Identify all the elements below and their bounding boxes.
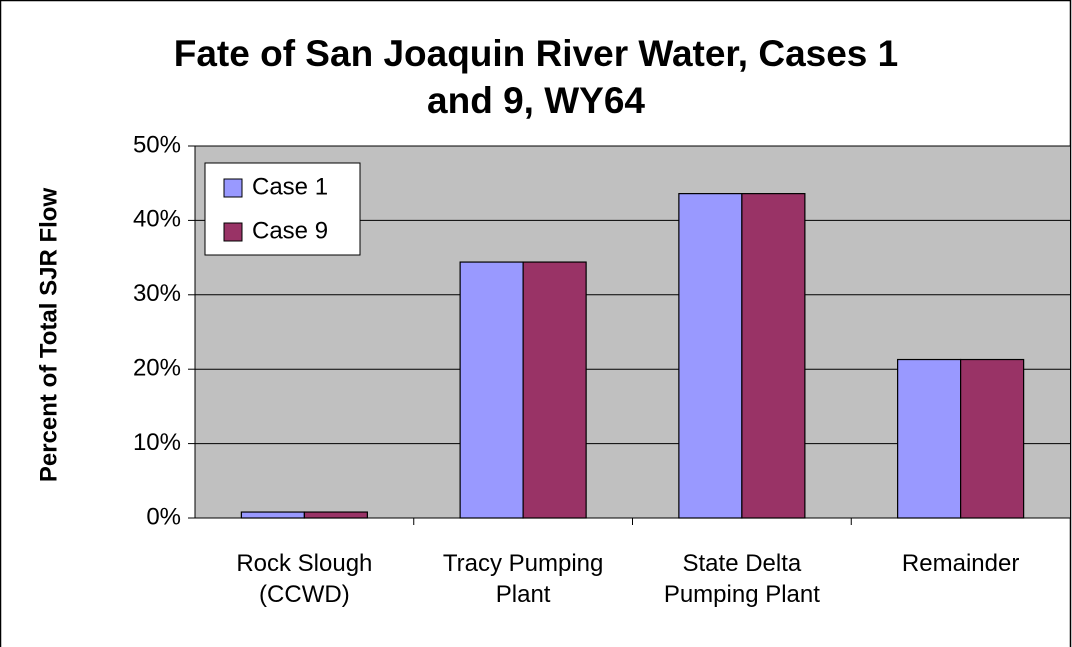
bar xyxy=(897,358,962,519)
bar xyxy=(522,261,587,519)
legend-swatch xyxy=(223,222,243,242)
y-tick-label: 20% xyxy=(133,355,181,382)
bar xyxy=(960,358,1025,519)
legend-label: Case 9 xyxy=(252,217,328,244)
y-tick-label: 50% xyxy=(133,131,181,158)
bar xyxy=(240,511,305,519)
legend-label: Case 1 xyxy=(252,173,328,200)
y-tick-label: 0% xyxy=(146,503,181,530)
bar xyxy=(678,193,743,519)
bar xyxy=(303,511,368,519)
y-axis-label: Percent of Total SJR Flow xyxy=(35,188,62,483)
y-tick-label: 10% xyxy=(133,429,181,456)
x-tick-label: Remainder xyxy=(901,550,1020,577)
legend-swatch xyxy=(223,178,243,198)
x-tick-label: State Delta Pumping Plant xyxy=(663,550,820,608)
x-tick-label: Rock Slough (CCWD) xyxy=(236,550,373,608)
bar xyxy=(459,261,524,519)
y-tick-label: 30% xyxy=(133,280,181,307)
y-tick-label: 40% xyxy=(133,206,181,233)
x-tick-label: Tracy Pumping Plant xyxy=(442,550,604,608)
bar xyxy=(741,193,806,519)
chart-title: Fate of San Joaquin River Water, Cases 1… xyxy=(173,33,899,121)
